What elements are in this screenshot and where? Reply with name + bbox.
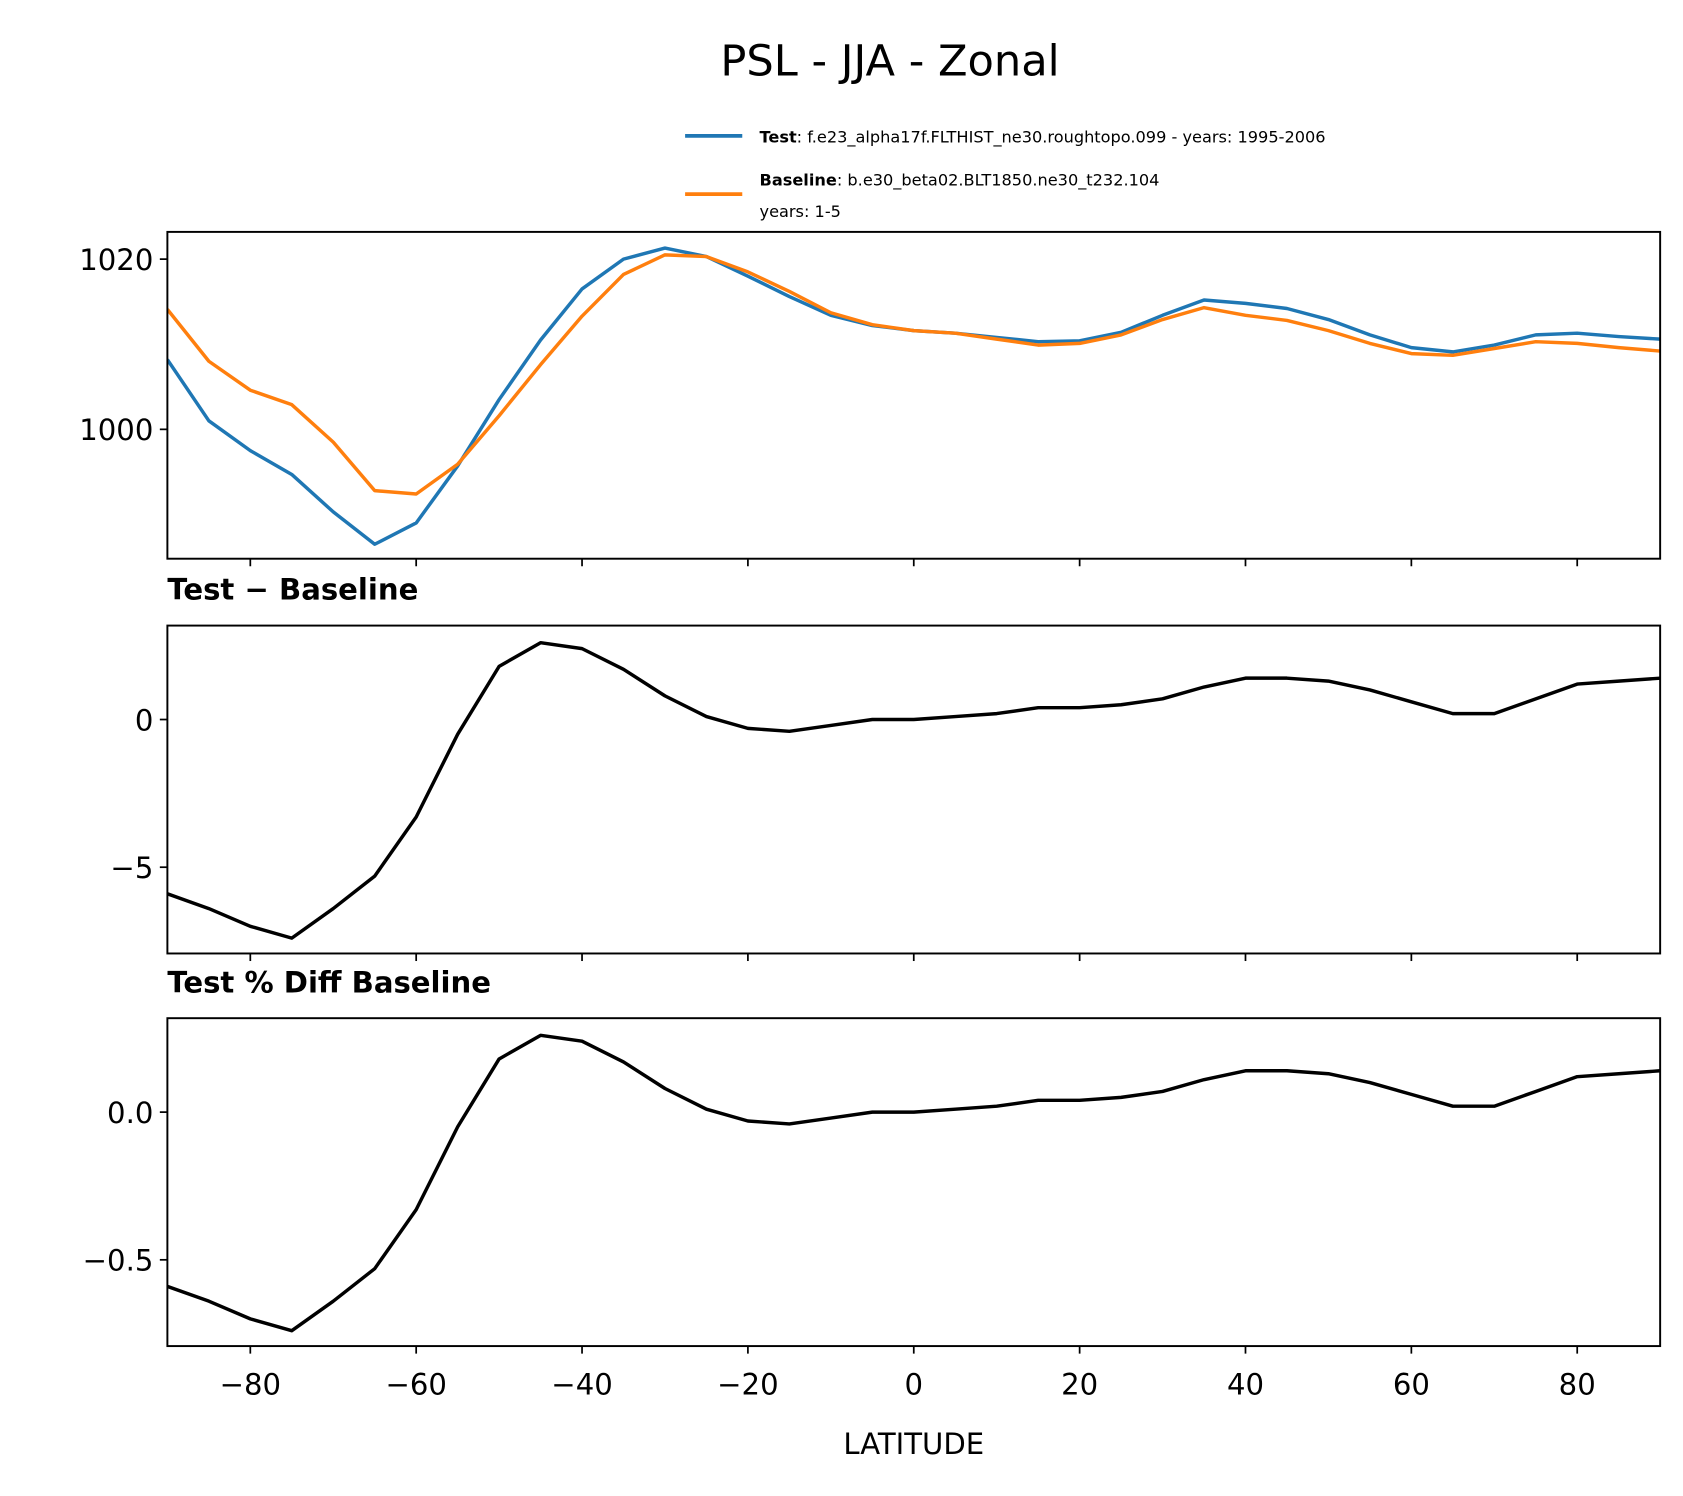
legend-entry: years: 1-5 xyxy=(760,202,841,221)
x-tick-label: −60 xyxy=(385,1368,446,1402)
legend-info: : f.e23_alpha17f.FLTHIST_ne30.roughtopo.… xyxy=(797,127,1326,147)
data-line xyxy=(167,246,1661,546)
legend-name: Test xyxy=(760,127,797,146)
y-tick-label: 0.0 xyxy=(107,1096,153,1130)
legend-info: years: 1-5 xyxy=(760,202,841,221)
data-line xyxy=(167,253,1661,496)
x-tick-label: 0 xyxy=(904,1368,923,1402)
figure-title: PSL - JJA - Zonal xyxy=(720,37,1059,87)
y-tick-label: 0 xyxy=(135,703,154,737)
x-tick-label: −80 xyxy=(220,1368,281,1402)
legend-info: : b.e30_beta02.BLT1850.ne30_t232.104 xyxy=(837,171,1160,191)
legend-name: Baseline xyxy=(760,171,837,190)
subplot-title: Test − Baseline xyxy=(167,573,418,607)
data-line xyxy=(167,1033,1661,1333)
axes-frame xyxy=(166,624,1662,955)
y-tick-label: −0.5 xyxy=(83,1244,154,1278)
x-tick-label: 60 xyxy=(1393,1368,1430,1402)
x-tick-label: −40 xyxy=(551,1368,612,1402)
x-tick-label: 20 xyxy=(1061,1368,1098,1402)
y-tick-label: 1020 xyxy=(79,243,153,277)
subplot-title: Test % Diff Baseline xyxy=(167,965,491,999)
x-tick-label: 80 xyxy=(1559,1368,1596,1402)
x-tick-label: 40 xyxy=(1227,1368,1264,1402)
legend-entry: Test: f.e23_alpha17f.FLTHIST_ne30.rought… xyxy=(760,127,1326,147)
x-tick-label: −20 xyxy=(717,1368,778,1402)
y-tick-label: 1000 xyxy=(79,413,153,447)
axes-frame xyxy=(166,1017,1662,1348)
data-line xyxy=(167,640,1661,940)
x-axis-label: LATITUDE xyxy=(843,1427,984,1461)
axes-frame xyxy=(166,230,1662,560)
legend-entry: Baseline: b.e30_beta02.BLT1850.ne30_t232… xyxy=(760,171,1160,191)
y-tick-label: −5 xyxy=(110,851,153,885)
